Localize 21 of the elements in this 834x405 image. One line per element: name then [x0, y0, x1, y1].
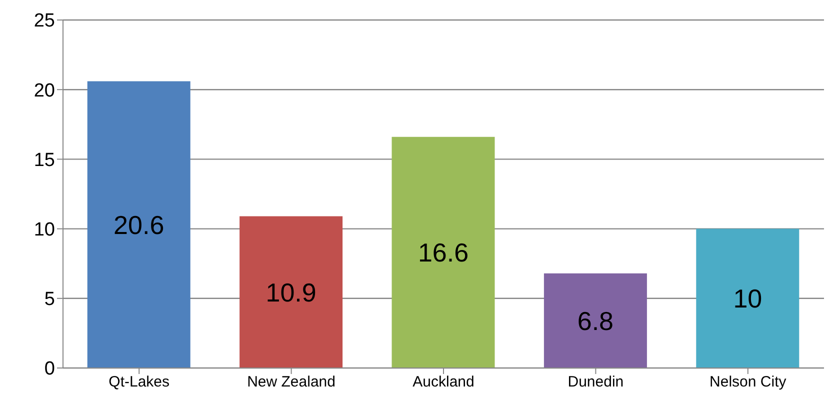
bar	[392, 136, 495, 368]
bar	[87, 81, 190, 368]
data-label: 20.6	[114, 210, 164, 240]
data-label: 16.6	[418, 238, 469, 268]
x-tick-label: Dunedin	[568, 374, 624, 391]
y-tick-label: 20	[34, 80, 55, 102]
bar	[240, 216, 343, 368]
data-label: 10.9	[266, 277, 316, 308]
x-tick-label: Nelson City	[710, 374, 787, 391]
y-tick-label: 25	[34, 10, 55, 32]
bar	[544, 273, 647, 368]
x-tick-label: Auckland	[412, 374, 474, 391]
x-tick-label: New Zealand	[247, 374, 336, 391]
x-tick-label: Qt-Lakes	[108, 374, 170, 391]
y-tick-label: 5	[44, 289, 55, 310]
y-tick-label: 15	[34, 150, 55, 171]
data-label: 6.8	[577, 306, 614, 336]
y-tick-label: 10	[34, 220, 55, 241]
bar	[696, 228, 800, 368]
data-label: 10	[733, 284, 762, 314]
y-tick-label: 0	[44, 358, 55, 380]
